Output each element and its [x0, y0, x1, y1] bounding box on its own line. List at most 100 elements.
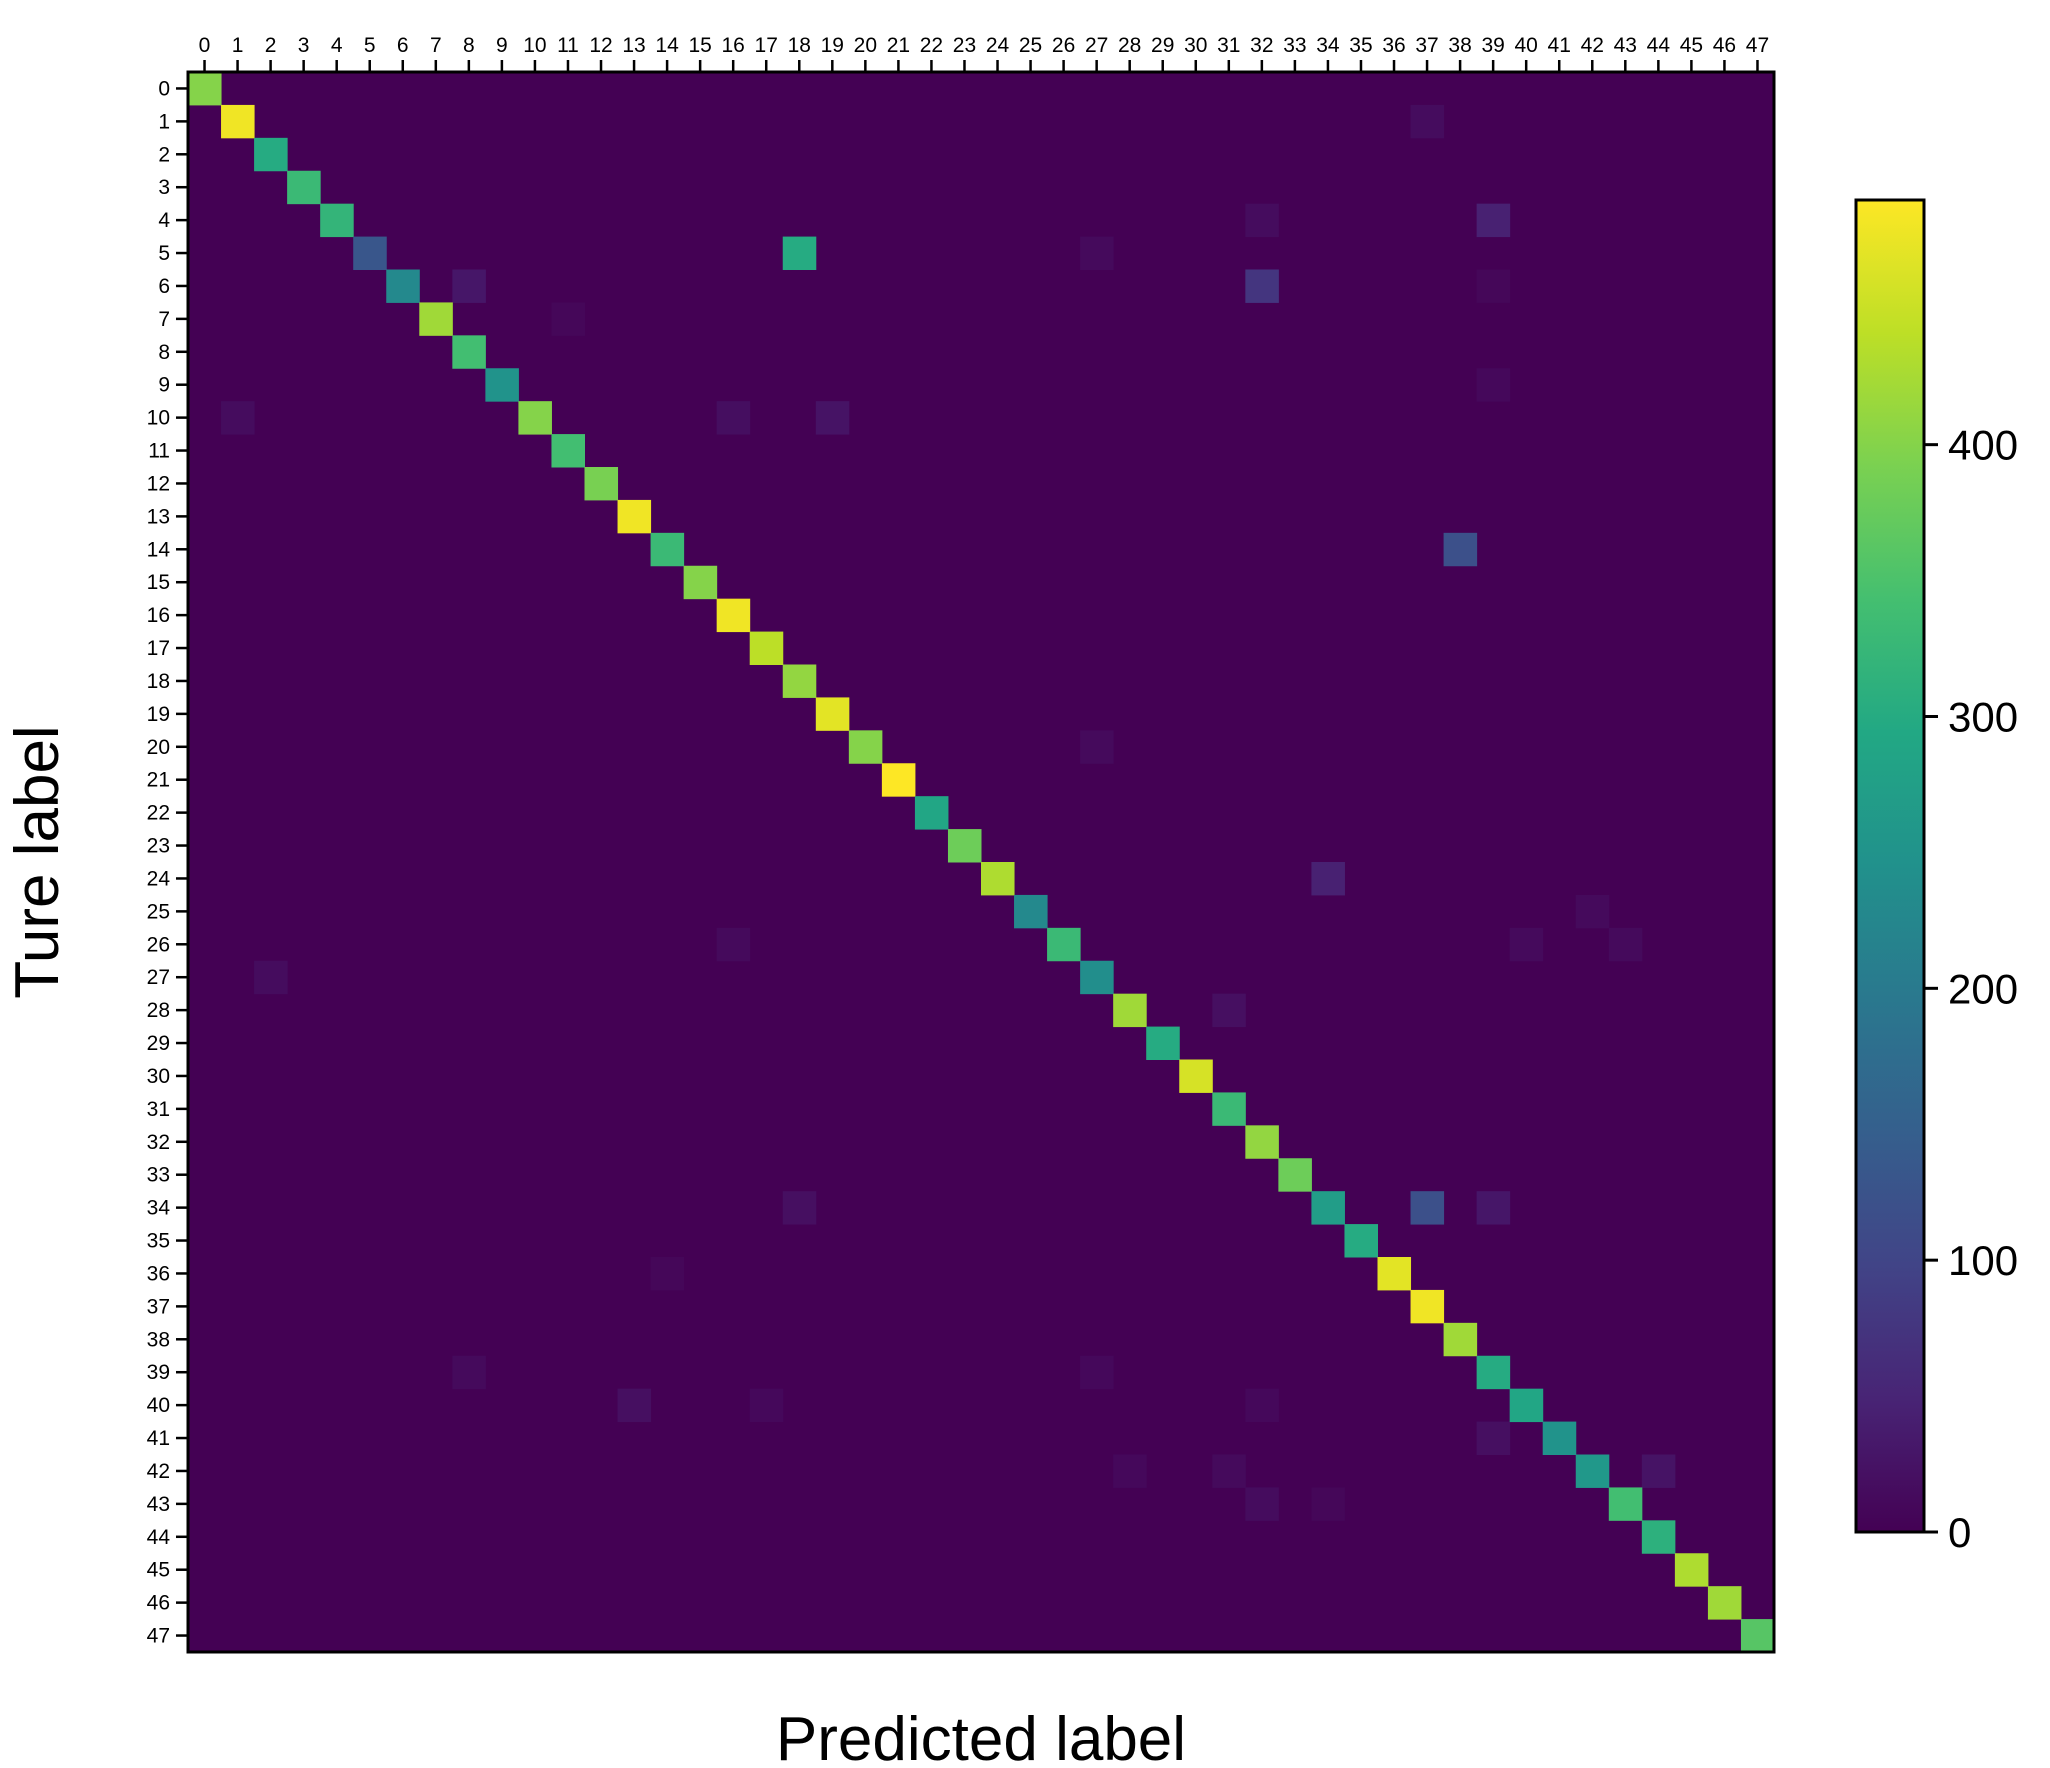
- x-tick-label: 17: [755, 34, 778, 57]
- heatmap-cell: [1113, 1454, 1147, 1488]
- x-tick-label: 10: [523, 34, 546, 57]
- heatmap-cell: [716, 401, 751, 435]
- heatmap-cell-diagonal: [1212, 1092, 1246, 1126]
- y-tick-label: 8: [158, 341, 170, 364]
- y-tick-label: 25: [147, 900, 170, 923]
- heatmap-cell: [782, 236, 817, 270]
- y-tick-label: 1: [158, 110, 170, 133]
- x-tick-label: 40: [1515, 34, 1538, 57]
- y-tick-label: 27: [147, 966, 170, 989]
- x-tick-label: 2: [265, 34, 277, 57]
- x-tick-label: 44: [1647, 34, 1671, 57]
- y-tick-label: 47: [147, 1625, 170, 1648]
- heatmap-cell: [1410, 104, 1445, 139]
- heatmap-cell-diagonal: [1509, 1388, 1544, 1423]
- heatmap-cell-diagonal: [1080, 960, 1114, 995]
- heatmap-cell: [1476, 368, 1511, 402]
- x-tick-label: 18: [788, 34, 811, 57]
- y-tick-label: 34: [147, 1197, 171, 1220]
- heatmap-cell-diagonal: [1608, 1487, 1643, 1521]
- heatmap-cells: [188, 72, 1775, 1653]
- y-tick-label: 33: [147, 1164, 170, 1187]
- y-tick-label: 3: [158, 176, 170, 199]
- y-tick-label: 31: [147, 1098, 170, 1121]
- heatmap-cell-diagonal: [1542, 1421, 1577, 1455]
- colorbar-tick-label: 100: [1948, 1237, 2018, 1284]
- heatmap-cell: [452, 1355, 486, 1390]
- heatmap-cell-diagonal: [1476, 1355, 1511, 1390]
- x-tick-label: 35: [1349, 34, 1372, 57]
- y-tick-label: 45: [147, 1559, 170, 1582]
- heatmap-cell: [1245, 1487, 1279, 1521]
- y-tick-label: 30: [147, 1065, 170, 1088]
- y-tick-label: 23: [147, 835, 170, 858]
- colorbar-ticks: 0 100 200 300 400: [1924, 422, 2018, 1556]
- heatmap-cell-diagonal: [1410, 1289, 1445, 1324]
- heatmap-cell: [221, 401, 255, 435]
- x-tick-label: 12: [589, 34, 612, 57]
- x-tick-label: 42: [1581, 34, 1604, 57]
- heatmap-cell-diagonal: [419, 302, 453, 336]
- plot-frame: [186, 70, 1776, 1654]
- colorbar-tick-label: 200: [1948, 965, 2018, 1012]
- heatmap-cell: [254, 960, 288, 995]
- x-tick-label: 41: [1548, 34, 1571, 57]
- y-tick-label: 14: [147, 538, 171, 561]
- x-tick-label: 36: [1382, 34, 1405, 57]
- heatmap-cell-diagonal: [188, 72, 222, 106]
- x-tick-label: 38: [1448, 34, 1471, 57]
- heatmap-cell-diagonal: [320, 203, 354, 238]
- heatmap-cell-diagonal: [716, 598, 751, 633]
- x-tick-label: 15: [688, 34, 711, 57]
- heatmap-cell-diagonal: [1674, 1553, 1709, 1587]
- heatmap-cell: [1212, 1454, 1246, 1488]
- x-tick-label: 4: [331, 34, 343, 57]
- heatmap-cell-diagonal: [353, 236, 387, 270]
- heatmap-cell-diagonal: [1113, 993, 1147, 1028]
- x-tick-label: 11: [557, 34, 579, 57]
- x-tick-label: 6: [397, 34, 409, 57]
- x-tick-label: 19: [821, 34, 844, 57]
- heatmap-cell-diagonal: [1146, 1026, 1180, 1060]
- x-tick-label: 22: [920, 34, 943, 57]
- y-tick-label: 13: [147, 505, 170, 528]
- y-tick-label: 32: [147, 1131, 170, 1154]
- x-tick-label: 39: [1481, 34, 1504, 57]
- heatmap-cell-diagonal: [782, 664, 817, 698]
- x-tick-label: 29: [1151, 34, 1174, 57]
- y-tick-label: 44: [147, 1526, 171, 1549]
- heatmap-cell: [1080, 730, 1114, 764]
- heatmap-cell-diagonal: [287, 170, 321, 205]
- heatmap-cell: [782, 1191, 817, 1225]
- heatmap-cell: [1476, 1421, 1511, 1455]
- colorbar-tick-label: 300: [1948, 693, 2018, 740]
- heatmap-cell-diagonal: [584, 467, 619, 501]
- y-tick-label: 17: [147, 637, 170, 660]
- y-axis-ticks: 0123456789101112131415161718192021222324…: [147, 77, 188, 1648]
- heatmap-cell-diagonal: [881, 763, 916, 797]
- heatmap-cell-diagonal: [1641, 1520, 1676, 1554]
- heatmap-cell-diagonal: [485, 368, 519, 402]
- heatmap-cell: [1311, 1487, 1345, 1521]
- x-tick-label: 14: [655, 34, 679, 57]
- x-tick-label: 45: [1680, 34, 1703, 57]
- x-tick-label: 9: [496, 34, 508, 57]
- heatmap-cell-diagonal: [254, 137, 288, 172]
- heatmap-cell-diagonal: [1047, 927, 1081, 962]
- y-tick-label: 26: [147, 933, 170, 956]
- x-tick-label: 16: [722, 34, 745, 57]
- heatmap-cell: [1245, 269, 1279, 303]
- y-tick-label: 35: [147, 1230, 170, 1253]
- x-tick-label: 24: [986, 34, 1010, 57]
- x-tick-label: 32: [1250, 34, 1273, 57]
- y-tick-label: 38: [147, 1328, 170, 1351]
- colorbar-gradient: [1854, 198, 1926, 1534]
- heatmap-cell-diagonal: [617, 499, 652, 534]
- x-tick-label: 21: [887, 34, 910, 57]
- y-tick-label: 4: [158, 209, 170, 232]
- heatmap-cell: [1476, 269, 1511, 303]
- heatmap-cell: [452, 269, 486, 303]
- x-tick-label: 20: [854, 34, 877, 57]
- colorbar: 0 100 200 300 400: [1854, 198, 2018, 1556]
- heatmap-cell-diagonal: [1344, 1224, 1378, 1258]
